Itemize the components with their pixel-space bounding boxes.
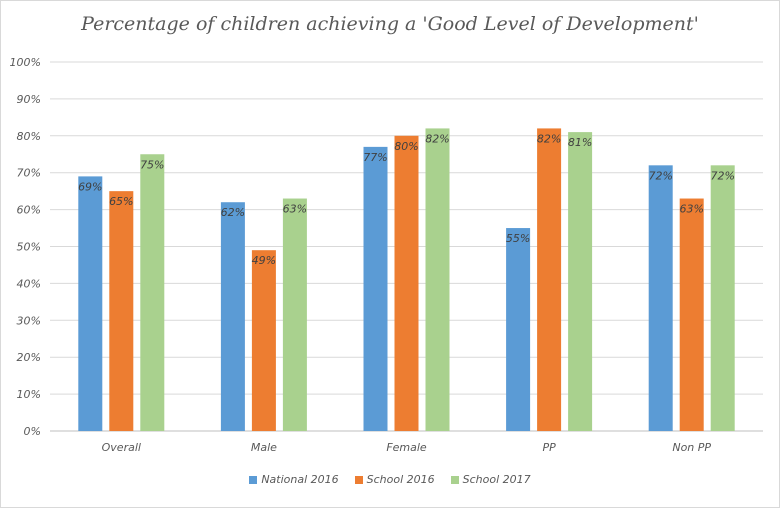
y-tick-label: 60% xyxy=(17,204,41,217)
bar xyxy=(537,128,562,432)
data-label: 80% xyxy=(394,140,418,153)
y-tick-label: 50% xyxy=(17,241,41,254)
data-label: 81% xyxy=(568,136,592,149)
y-tick-label: 90% xyxy=(17,93,41,106)
x-tick-label: Overall xyxy=(102,441,141,454)
bar xyxy=(109,191,134,431)
x-tick-label: Female xyxy=(386,441,427,454)
data-label: 72% xyxy=(710,169,734,182)
bar xyxy=(425,128,450,432)
bar xyxy=(394,135,419,432)
data-label: 75% xyxy=(140,158,164,171)
y-tick-label: 100% xyxy=(10,56,41,69)
data-label: 49% xyxy=(252,254,276,267)
bar xyxy=(363,146,388,431)
bar xyxy=(282,198,307,431)
legend-label: School 2017 xyxy=(462,473,531,486)
legend-swatch xyxy=(354,475,363,484)
legend-item: School 2017 xyxy=(450,473,531,486)
data-label: 77% xyxy=(363,151,387,164)
data-label: 65% xyxy=(109,195,133,208)
bar xyxy=(679,198,704,431)
legend-swatch xyxy=(450,475,459,484)
y-tick-label: 80% xyxy=(17,130,41,143)
data-label: 69% xyxy=(78,180,102,193)
legend-label: School 2016 xyxy=(366,473,435,486)
y-tick-label: 30% xyxy=(17,314,41,327)
data-label: 63% xyxy=(283,203,307,216)
bar xyxy=(78,176,103,431)
x-tick-label: PP xyxy=(542,441,556,454)
bar xyxy=(648,165,673,431)
y-tick-label: 10% xyxy=(17,388,41,401)
chart-title: Percentage of children achieving a 'Good… xyxy=(81,13,699,35)
legend-item: National 2016 xyxy=(249,473,339,486)
legend-item: School 2016 xyxy=(354,473,435,486)
data-label: 55% xyxy=(506,232,530,245)
bar xyxy=(506,228,531,431)
bar xyxy=(710,165,735,431)
bar xyxy=(140,154,165,431)
data-label: 72% xyxy=(648,169,672,182)
y-tick-label: 70% xyxy=(17,167,41,180)
chart-legend: National 2016 School 2016 School 2017 xyxy=(0,473,780,486)
x-tick-label: Non PP xyxy=(672,441,711,454)
legend-swatch xyxy=(249,475,258,484)
bar xyxy=(220,202,245,431)
y-tick-label: 0% xyxy=(24,425,41,438)
y-tick-label: 20% xyxy=(17,351,41,364)
data-label: 63% xyxy=(679,203,703,216)
x-tick-label: Male xyxy=(251,441,277,454)
bar xyxy=(568,132,593,432)
data-label: 82% xyxy=(425,132,449,145)
y-tick-label: 40% xyxy=(17,277,41,290)
bar xyxy=(251,250,276,431)
data-label: 82% xyxy=(537,132,561,145)
legend-label: National 2016 xyxy=(261,473,339,486)
data-label: 62% xyxy=(221,206,245,219)
